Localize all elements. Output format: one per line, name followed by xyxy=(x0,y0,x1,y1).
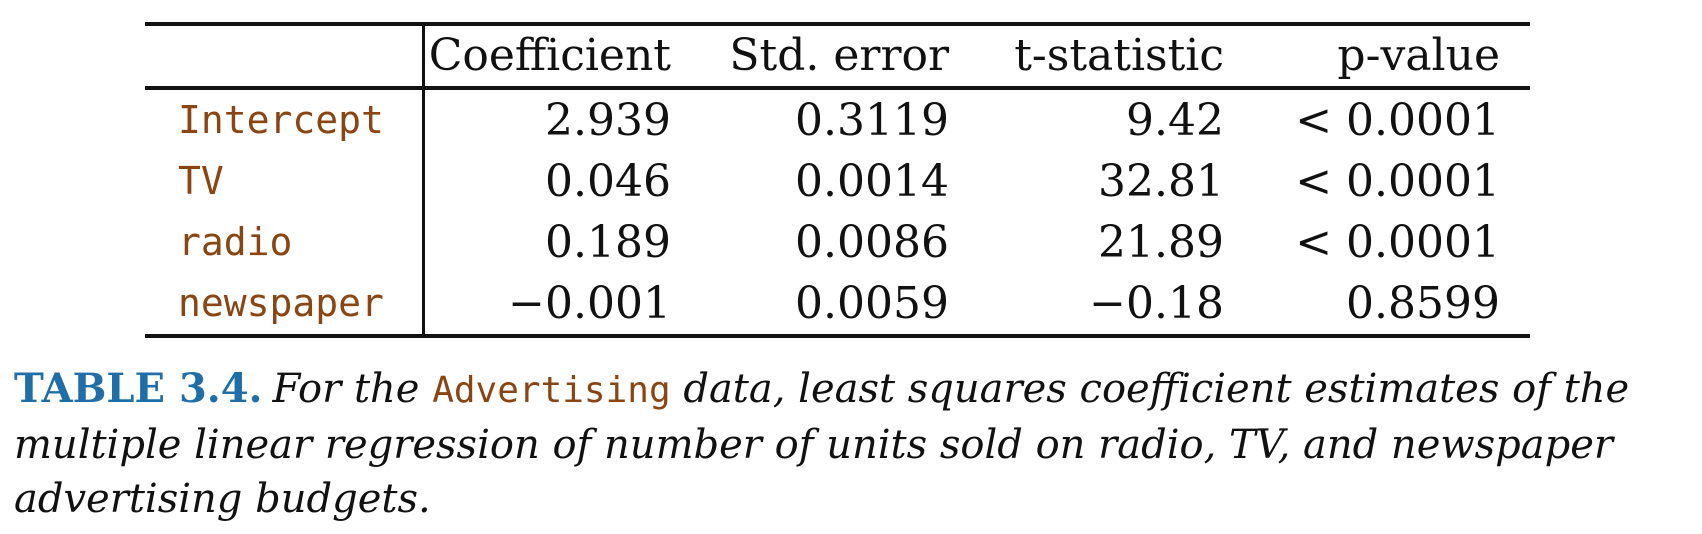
variable-name: newspaper xyxy=(145,273,425,336)
table-header-row: Coefficient Std. error t-statistic p-val… xyxy=(145,24,1530,90)
coefficient-value: −0.001 xyxy=(508,278,671,329)
caption-label: TABLE 3.4. xyxy=(14,365,263,412)
table-row: radio 0.189 0.0086 21.89 < 0.0001 xyxy=(145,212,1530,273)
t-statistic-value: 9.42 xyxy=(1126,95,1224,146)
table-caption: TABLE 3.4. For the Advertising data, leas… xyxy=(14,362,1679,526)
header-blank-cell xyxy=(145,24,425,90)
t-statistic-value: 32.81 xyxy=(1098,156,1224,207)
std-error-value: 0.0059 xyxy=(795,278,949,329)
regression-table: Coefficient Std. error t-statistic p-val… xyxy=(145,22,1530,338)
caption-text-before: For the xyxy=(272,366,433,412)
regression-table-container: Coefficient Std. error t-statistic p-val… xyxy=(145,22,1530,338)
table-row: Intercept 2.939 0.3119 9.42 < 0.0001 xyxy=(145,88,1530,151)
coefficient-value: 2.939 xyxy=(545,95,671,146)
coefficient-value: 0.189 xyxy=(545,217,671,268)
t-statistic-value: −0.18 xyxy=(1089,278,1224,329)
header-coefficient: Coefficient xyxy=(423,24,701,90)
std-error-value: 0.3119 xyxy=(795,95,949,146)
caption-dataset-name: Advertising xyxy=(432,370,671,411)
header-p-value: p-value xyxy=(1254,24,1530,90)
std-error-value: 0.0014 xyxy=(795,156,949,207)
variable-name: TV xyxy=(145,151,425,212)
p-value-value: 0.8599 xyxy=(1346,278,1500,329)
p-value-value: < 0.0001 xyxy=(1295,217,1500,268)
coefficient-value: 0.046 xyxy=(545,156,671,207)
table-row: newspaper −0.001 0.0059 −0.18 0.8599 xyxy=(145,273,1530,336)
variable-name: radio xyxy=(145,212,425,273)
header-std-error: Std. error xyxy=(701,24,979,90)
std-error-value: 0.0086 xyxy=(795,217,949,268)
t-statistic-value: 21.89 xyxy=(1098,217,1224,268)
p-value-value: < 0.0001 xyxy=(1295,156,1500,207)
variable-name: Intercept xyxy=(145,88,425,151)
header-t-statistic: t-statistic xyxy=(979,24,1254,90)
table-row: TV 0.046 0.0014 32.81 < 0.0001 xyxy=(145,151,1530,212)
caption-text-after: data, least squares coefficient estimate… xyxy=(14,366,1630,522)
p-value-value: < 0.0001 xyxy=(1295,95,1500,146)
